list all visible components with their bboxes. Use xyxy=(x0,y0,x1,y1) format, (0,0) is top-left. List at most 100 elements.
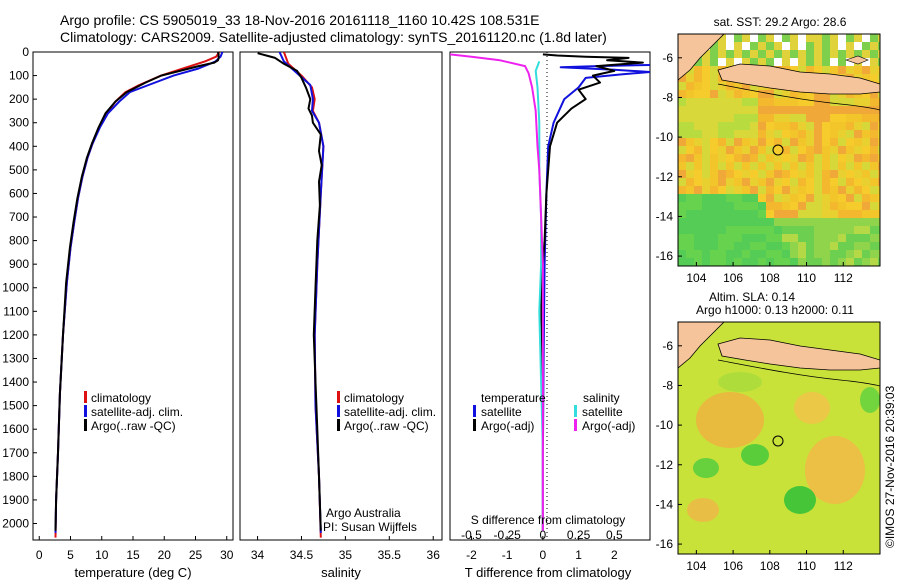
sst-cell xyxy=(798,98,806,106)
salinity-xlabel: salinity xyxy=(321,565,361,580)
sst-cell xyxy=(766,138,774,146)
sst-cell xyxy=(870,146,878,154)
sst-cell xyxy=(814,258,822,266)
sst-cell xyxy=(686,98,694,106)
sst-cell xyxy=(758,162,766,170)
sst-cell xyxy=(854,178,862,186)
sst-cell xyxy=(862,218,870,226)
sst-cell xyxy=(846,170,854,178)
sst-cell xyxy=(862,250,870,258)
sst-cell xyxy=(702,202,710,210)
sst-cell xyxy=(750,218,758,226)
sst-cell xyxy=(718,34,726,42)
sst-cell xyxy=(782,154,790,162)
sst-cell xyxy=(790,194,798,202)
sst-cell xyxy=(750,258,758,266)
sst-cell xyxy=(710,250,718,258)
sst-cell xyxy=(694,258,702,266)
sst-cell xyxy=(774,242,782,250)
sst-cell xyxy=(838,154,846,162)
sst-cell xyxy=(750,50,758,58)
sst-cell xyxy=(846,154,854,162)
sst-cell xyxy=(742,138,750,146)
sst-cell xyxy=(758,146,766,154)
sst-cell xyxy=(798,242,806,250)
sst-cell xyxy=(702,258,710,266)
sst-cell xyxy=(814,250,822,258)
sst-cell xyxy=(766,122,774,130)
sst-cell xyxy=(854,146,862,154)
sst-cell xyxy=(830,234,838,242)
bali-coast xyxy=(845,55,869,65)
sst-cell xyxy=(790,106,798,114)
sst-cell xyxy=(726,202,734,210)
sst-cell xyxy=(726,34,734,42)
sst-cell xyxy=(846,242,854,250)
sst-cell xyxy=(710,82,718,90)
sst-cell xyxy=(742,98,750,106)
sst-cell xyxy=(710,162,718,170)
sst-cell xyxy=(726,242,734,250)
sst-cell xyxy=(846,42,854,50)
sst-cell xyxy=(798,170,806,178)
sst-cell xyxy=(798,42,806,50)
java-coast xyxy=(717,337,880,371)
sst-cell xyxy=(702,162,710,170)
sst-cell xyxy=(678,202,686,210)
sst-cell xyxy=(734,82,742,90)
sst-cell xyxy=(854,234,862,242)
sst-cell xyxy=(798,178,806,186)
sst-cell xyxy=(878,42,880,50)
sst-cell xyxy=(758,242,766,250)
sst-cell xyxy=(750,154,758,162)
sst-cell xyxy=(702,226,710,234)
sst-cell xyxy=(766,130,774,138)
sst-cell xyxy=(726,114,734,122)
sst-cell xyxy=(870,218,878,226)
map-lat-label: -10 xyxy=(656,130,674,144)
sst-cell xyxy=(878,58,880,66)
sst-cells xyxy=(678,34,880,266)
sst-cell xyxy=(878,114,880,122)
x-tick-label: 0 xyxy=(36,548,43,562)
sst-cell xyxy=(798,234,806,242)
sst-cell xyxy=(830,170,838,178)
sst-cell xyxy=(710,170,718,178)
sst-cell xyxy=(790,162,798,170)
sst-cell xyxy=(734,122,742,130)
sst-cell xyxy=(734,170,742,178)
sla-blob xyxy=(693,458,719,478)
legend-swatch-s-satellite xyxy=(574,405,577,417)
sst-cell xyxy=(878,74,880,82)
sst-cell xyxy=(798,194,806,202)
sst-cell xyxy=(798,146,806,154)
sst-cell xyxy=(758,178,766,186)
sst-cell xyxy=(798,138,806,146)
sst-cell xyxy=(838,106,846,114)
sst-cell xyxy=(830,66,838,74)
sst-cell xyxy=(814,90,822,98)
sst-cell xyxy=(734,130,742,138)
sst-cell xyxy=(806,146,814,154)
sst-cell xyxy=(758,90,766,98)
sla-blob xyxy=(784,486,816,514)
sst-cell xyxy=(870,34,878,42)
sst-cell xyxy=(782,58,790,66)
sst-cell xyxy=(702,146,710,154)
sst-cell xyxy=(710,90,718,98)
s-difference-xlabel: S difference from climatology xyxy=(471,513,626,527)
map-lat-label: -16 xyxy=(656,249,674,263)
map-lat-label: -6 xyxy=(662,339,673,353)
sst-cell xyxy=(774,50,782,58)
sst-cell xyxy=(862,186,870,194)
sst-cell xyxy=(686,186,694,194)
sst-cell xyxy=(790,250,798,258)
sst-cell xyxy=(758,34,766,42)
series-line-temperature-satellite xyxy=(541,64,650,531)
sst-cell xyxy=(734,154,742,162)
sst-cell xyxy=(686,162,694,170)
sst-cell xyxy=(766,210,774,218)
sst-cell xyxy=(726,122,734,130)
sst-cell xyxy=(774,162,782,170)
sst-cell xyxy=(694,242,702,250)
